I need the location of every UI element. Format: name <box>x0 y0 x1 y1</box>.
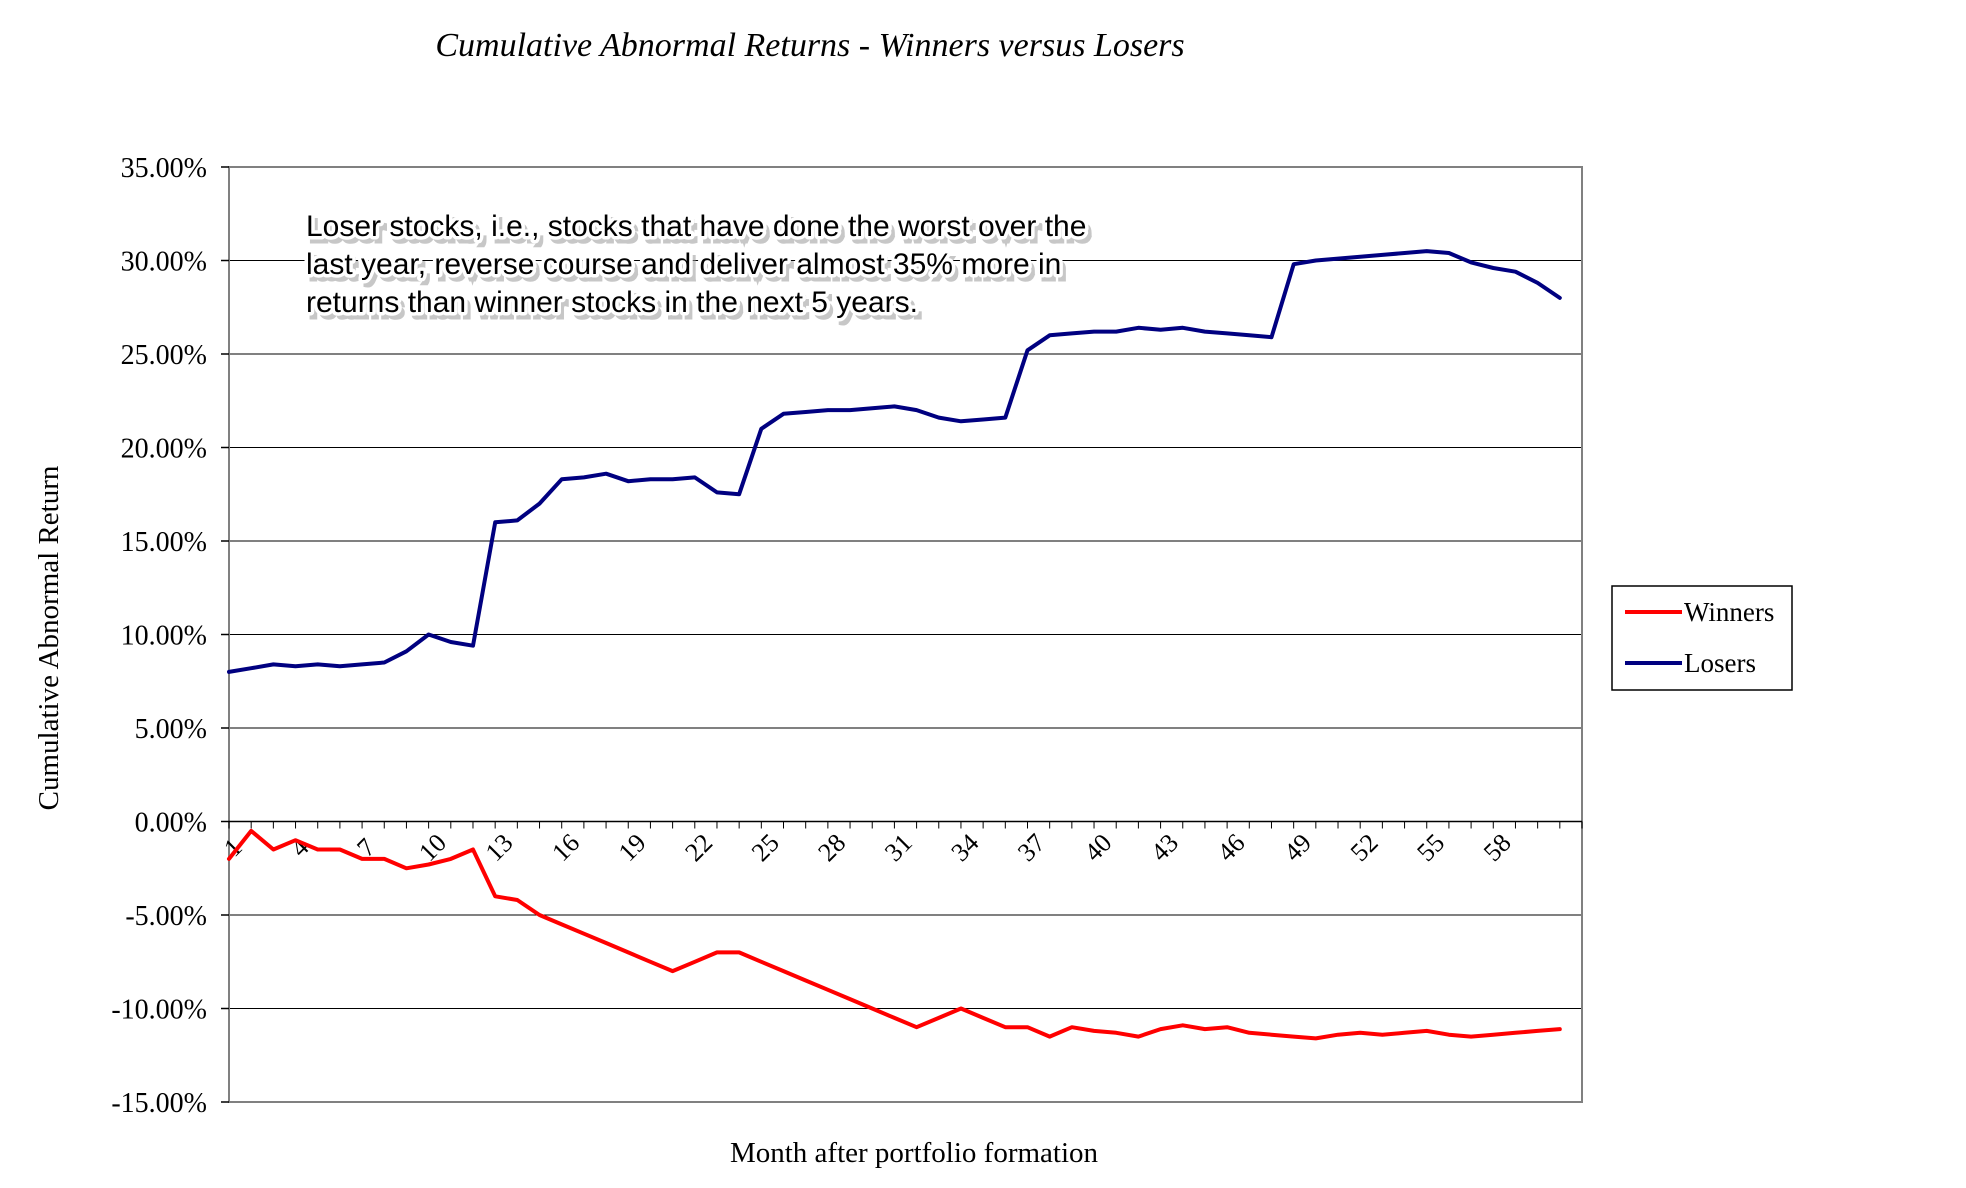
y-tick-label: 10.00% <box>121 621 207 652</box>
x-tick-label: 13 <box>480 828 519 867</box>
y-tick-label: 5.00% <box>135 714 207 745</box>
y-tick-label: -15.00% <box>111 1088 207 1119</box>
axes <box>221 166 1583 1103</box>
x-tick-label: 37 <box>1012 828 1051 867</box>
series-line-winners <box>227 828 1562 1041</box>
y-tick-label: 15.00% <box>121 527 207 558</box>
x-tick-label: 22 <box>679 828 718 867</box>
annotation-shadow: returns than winner stocks in the next 5… <box>310 291 922 324</box>
x-tick-label: 49 <box>1278 828 1317 867</box>
y-axis-title: Cumulative Abnormal Return <box>33 465 65 810</box>
legend-box <box>1611 585 1793 691</box>
annotation-line: Loser stocks, i.e., stocks that have don… <box>306 210 1086 243</box>
x-tick-label: 46 <box>1212 828 1251 867</box>
x-tick-label: 31 <box>879 828 918 867</box>
x-tick-label: 25 <box>746 828 785 867</box>
x-axis-title: Month after portfolio formation <box>730 1137 1099 1169</box>
annotation-box: Loser stocks, i.e., stocks that have don… <box>303 207 1093 327</box>
x-axis-ticks: 1 4 7 10 13 16 19 22 25 28 31 34 37 40 43 46 49 52 55 58 <box>218 828 1517 867</box>
annotation-halo: last year, reverse course and deliver al… <box>306 248 1061 281</box>
annotation-halo: Loser stocks, i.e., stocks that have don… <box>306 210 1086 243</box>
y-tick-label: 0.00% <box>135 808 207 839</box>
x-tick-label: 1 <box>218 833 248 863</box>
annotation-line: last year, reverse course and deliver al… <box>306 248 1061 281</box>
series-lines <box>227 249 1562 1041</box>
y-tick-label: 35.00% <box>121 153 207 184</box>
legend-label-losers: Losers <box>1684 648 1756 678</box>
x-tick-label: 19 <box>613 828 652 867</box>
x-tick-label: 28 <box>812 828 851 867</box>
y-tick-label: 25.00% <box>121 340 207 371</box>
x-tick-label: 43 <box>1145 828 1184 867</box>
x-tick-label: 16 <box>546 828 585 867</box>
x-tick-label: 52 <box>1345 828 1384 867</box>
annotation-shadow: last year, reverse course and deliver al… <box>310 253 1065 286</box>
y-axis-ticks: 35.00% 30.00% 25.00% 20.00% 15.00% 10.00% 5.00… <box>111 153 207 1119</box>
legend-label-winners: Winners <box>1684 597 1774 627</box>
annotation-line: returns than winner stocks in the next 5… <box>306 286 918 319</box>
y-tick-label: 30.00% <box>121 247 207 278</box>
chart-title: Cumulative Abnormal Returns - Winners ve… <box>435 27 1184 64</box>
x-tick-label: 55 <box>1411 828 1450 867</box>
annotation-shadow: Loser stocks, i.e., stocks that have don… <box>310 215 1090 248</box>
x-tick-label: 58 <box>1478 828 1517 867</box>
y-tick-label: -10.00% <box>111 995 207 1026</box>
y-tick-label: 20.00% <box>121 434 207 465</box>
annotation-halo: returns than winner stocks in the next 5… <box>306 286 918 319</box>
series-line-losers <box>227 249 1562 674</box>
legend: Winners Losers <box>1611 585 1793 691</box>
x-tick-label: 40 <box>1079 828 1118 867</box>
y-tick-label: -5.00% <box>125 901 207 932</box>
x-tick-label: 34 <box>945 828 984 867</box>
